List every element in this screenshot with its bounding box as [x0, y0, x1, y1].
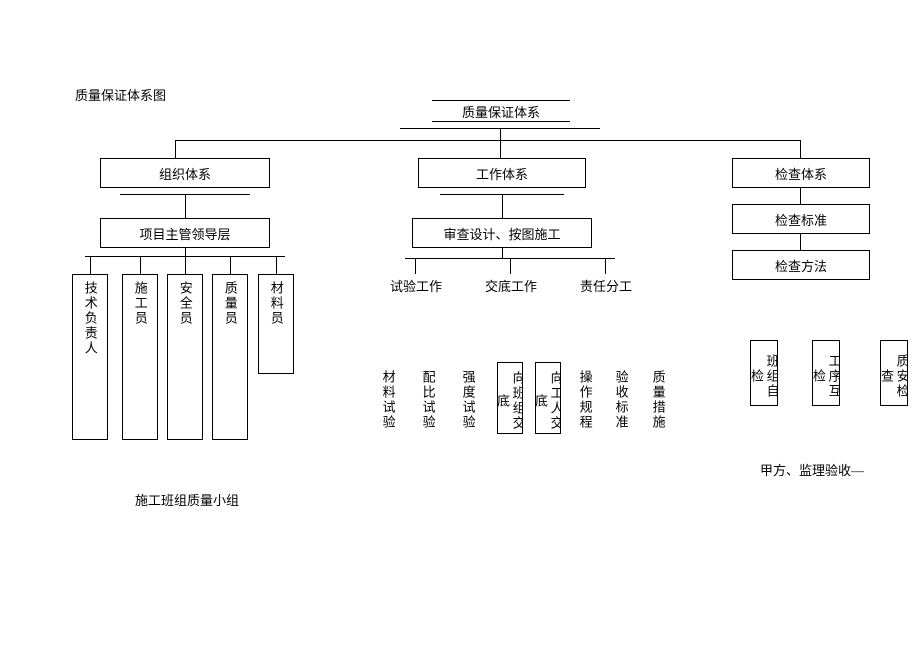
c3-leaf-0-label: 班组自检	[750, 347, 778, 405]
c2-leaf-2: 强度试验	[460, 370, 476, 434]
c2-leaf-0-label: 材料试验	[380, 370, 396, 430]
c2-row-2: 责任分工	[580, 276, 632, 295]
c2-leaf-6: 验收标准	[613, 370, 629, 434]
c1-leaf-4: 材料员	[258, 274, 294, 374]
c3-s2	[800, 234, 801, 250]
c3-leaf-1-label: 工序互检	[812, 347, 840, 405]
root-label: 质量保证体系	[462, 102, 540, 121]
c2-rd1	[510, 258, 511, 274]
c2-leaf-6-label: 验收标准	[613, 370, 629, 430]
c2-rd0	[415, 258, 416, 274]
c1-leaf-2: 安全员	[167, 274, 203, 440]
c1-n2-stem	[185, 248, 186, 256]
c1-drop	[175, 140, 176, 158]
c2-leaf-3: 向班组交底	[497, 362, 523, 434]
c2-row-0: 试验工作	[390, 276, 442, 295]
c1-leaf-1-label: 施工员	[132, 281, 148, 326]
c2-row-1: 交底工作	[485, 276, 537, 295]
c1-d4	[276, 256, 277, 274]
c2-leaf-5: 操作规程	[577, 370, 593, 434]
c2-drop	[500, 140, 501, 158]
c1-n1: 组织体系	[100, 158, 270, 188]
c3-drop	[800, 140, 801, 158]
c2-leaf-1-label: 配比试验	[420, 370, 436, 430]
c3-n3: 检查方法	[732, 250, 870, 280]
c3-n3-label: 检查方法	[775, 256, 827, 275]
c2-leaf-4-label: 向工人交底	[535, 369, 561, 433]
c2-rd2	[605, 258, 606, 274]
c3-s1	[800, 188, 801, 204]
c1-leaf-0: 技术负责人	[72, 274, 108, 440]
c2-n1-stem	[502, 194, 503, 218]
c3-n1-label: 检查体系	[775, 164, 827, 183]
c1-n1-stem	[185, 194, 186, 218]
c2-leaf-2-label: 强度试验	[460, 370, 476, 430]
c3-leaf-0: 班组自检	[750, 340, 778, 406]
c1-d2	[185, 256, 186, 274]
c1-n2: 项目主管领导层	[100, 218, 270, 248]
c2-leaf-0: 材料试验	[380, 370, 396, 434]
c3-n2-label: 检查标准	[775, 210, 827, 229]
c2-n2-stem	[502, 248, 503, 258]
c3-leaf-2: 质安检查	[880, 340, 908, 406]
c1-leaf-3: 质量员	[212, 274, 248, 440]
c2-leaf-1: 配比试验	[420, 370, 436, 434]
c2-leaf-3-label: 向班组交底	[497, 369, 523, 433]
c1-d3	[230, 256, 231, 274]
c2-leaf-5-label: 操作规程	[577, 370, 593, 430]
c2-n1-label: 工作体系	[476, 164, 528, 183]
c1-d1	[140, 256, 141, 274]
c2-n2-label: 审查设计、按图施工	[443, 224, 560, 243]
c3-leaf-1: 工序互检	[812, 340, 840, 406]
c2-leaf-7-label: 质量措施	[650, 370, 666, 430]
root-spread	[175, 140, 800, 141]
c1-leaf-1: 施工员	[122, 274, 158, 440]
diagram-title: 质量保证体系图	[75, 85, 166, 104]
c1-bottom: 施工班组质量小组	[135, 490, 239, 509]
c1-leaf-3-label: 质量员	[222, 281, 238, 326]
c1-n2-label: 项目主管领导层	[139, 224, 230, 243]
c3-leaf-2-label: 质安检查	[880, 347, 908, 405]
c3-bottom: 甲方、监理验收—	[760, 460, 864, 479]
c1-leaf-2-label: 安全员	[177, 281, 193, 326]
c2-leaf-4: 向工人交底	[535, 362, 561, 434]
c3-n1: 检查体系	[732, 158, 870, 188]
c1-d0	[90, 256, 91, 274]
c2-n2: 审查设计、按图施工	[412, 218, 592, 248]
c2-leaf-7: 质量措施	[650, 370, 666, 434]
root-box: 质量保证体系	[432, 100, 570, 122]
c2-n1: 工作体系	[418, 158, 586, 188]
c1-n1-label: 组织体系	[159, 164, 211, 183]
c1-leaf-4-label: 材料员	[268, 281, 284, 326]
c3-n2: 检查标准	[732, 204, 870, 234]
c1-leaf-0-label: 技术负责人	[82, 281, 98, 356]
root-stem	[500, 128, 501, 140]
